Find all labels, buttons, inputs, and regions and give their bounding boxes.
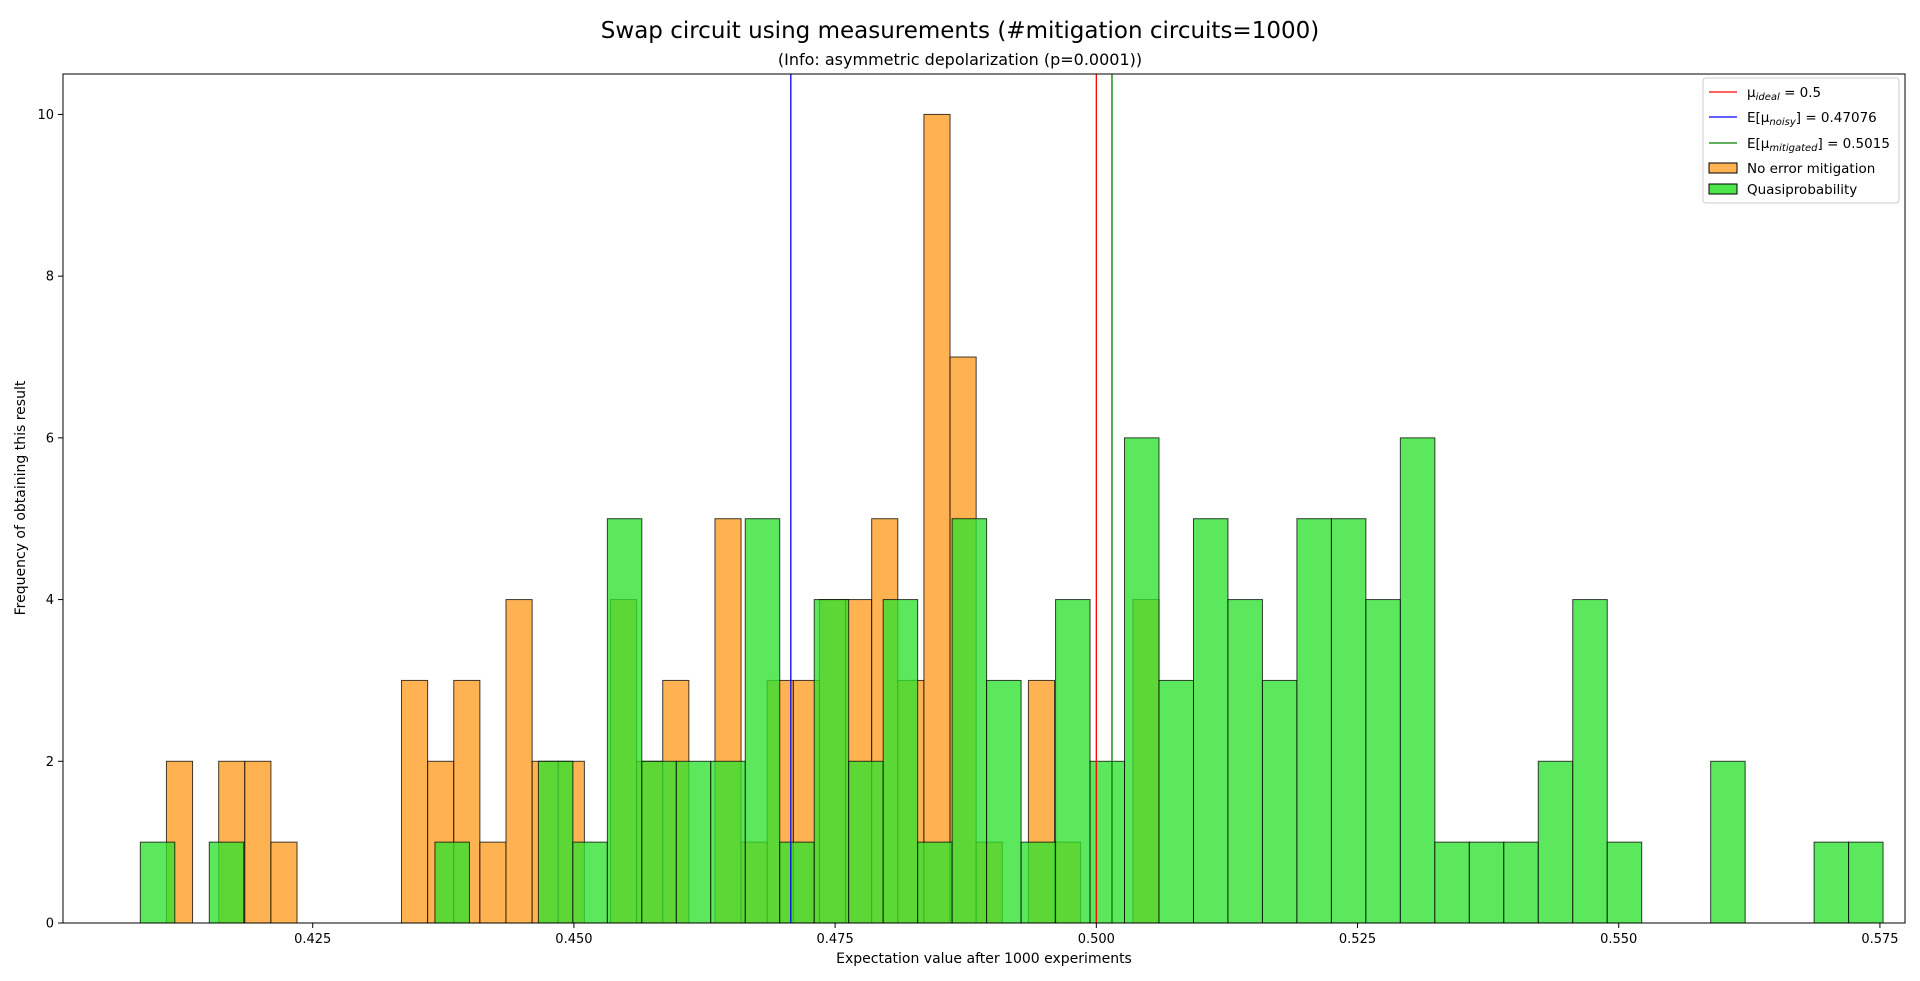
histogram-bar (1434, 841, 1470, 924)
histogram-bar (1124, 437, 1160, 924)
histogram-bar (1227, 599, 1263, 924)
x-tick-label: 0.575 (1861, 932, 1898, 947)
legend-label: μideal = 0.5 (1747, 85, 1821, 103)
y-tick-label: 4 (46, 593, 54, 608)
histogram-bar (675, 760, 712, 924)
histogram-bar (505, 599, 533, 924)
x-axis-ticks: 0.425 0.450 0.475 0.500 0.525 0.550 0.575 (294, 923, 1899, 947)
histogram-bar (1330, 518, 1367, 924)
histogram-bar (1158, 679, 1194, 924)
histogram-bar (917, 841, 953, 924)
histogram-bar (1710, 760, 1746, 924)
reference-lines (790, 74, 1113, 923)
y-axis-ticks: 0 2 4 6 8 10 (37, 108, 63, 932)
x-tick-label: 0.425 (294, 932, 331, 947)
histogram-bar (1365, 599, 1401, 924)
histogram-bar (1192, 518, 1229, 924)
histogram-bar (1572, 599, 1608, 924)
chart-subtitle: (Info: asymmetric depolarization (p=0.00… (778, 50, 1142, 69)
legend-label: E[μnoisy] = 0.47076 (1747, 110, 1877, 128)
x-tick-label: 0.525 (1339, 932, 1376, 947)
y-tick-label: 0 (46, 917, 54, 932)
chart-title: Swap circuit using measurements (#mitiga… (601, 18, 1319, 44)
histogram-bar (479, 841, 507, 924)
histogram-bar (744, 518, 781, 924)
y-tick-label: 2 (46, 755, 54, 770)
x-tick-label: 0.450 (555, 932, 592, 947)
histogram-bar (1848, 841, 1884, 924)
x-tick-label: 0.550 (1600, 932, 1637, 947)
histogram-bar (434, 841, 470, 924)
histogram-bar (537, 760, 574, 924)
legend-patch-swatch (1708, 162, 1738, 174)
histogram-bar (139, 841, 176, 924)
plot-frame (62, 73, 1906, 924)
histogram-bar (882, 599, 919, 924)
histogram-bar (923, 113, 951, 924)
histogram-bar (1537, 760, 1574, 924)
histogram-bar (710, 760, 746, 924)
legend-label: No error mitigation (1747, 161, 1875, 177)
histogram-bar (813, 599, 850, 924)
legend: μideal = 0.5 E[μnoisy] = 0.47076 E[μmitiga… (1702, 77, 1900, 204)
x-tick-label: 0.475 (817, 932, 854, 947)
histogram-bar (244, 760, 272, 924)
histogram-bar (1020, 841, 1057, 924)
x-axis-label: Expectation value after 1000 experiments (836, 951, 1132, 967)
histogram-bar (951, 518, 988, 924)
histogram-bar (572, 841, 608, 924)
y-tick-label: 10 (37, 108, 54, 123)
histogram-bar (1606, 841, 1643, 924)
histogram-bar (208, 841, 245, 924)
histogram-bar (1468, 841, 1505, 924)
legend-patch-swatch (1708, 183, 1738, 195)
legend-box (1702, 77, 1900, 204)
histogram-bar (641, 760, 677, 924)
histogram-bar (1813, 841, 1850, 924)
histogram-bar (848, 760, 884, 924)
x-tick-label: 0.500 (1078, 932, 1115, 947)
histogram-bar (986, 679, 1022, 924)
histogram-bar (1089, 760, 1126, 924)
histogram-bar (1055, 599, 1091, 924)
legend-label: Quasiprobability (1747, 182, 1857, 198)
histogram-bar (779, 841, 815, 924)
histogram-bar (1296, 518, 1332, 924)
histogram-bar (270, 841, 298, 924)
histogram-bar (606, 518, 643, 924)
histogram-bar (401, 679, 429, 924)
series-quasiprobability (139, 437, 1884, 924)
y-axis-label: Frequency of obtaining this result (13, 380, 29, 615)
histogram-bar (1503, 841, 1539, 924)
legend-label: E[μmitigated] = 0.5015 (1747, 136, 1890, 154)
histogram-bar (1261, 679, 1298, 924)
y-tick-label: 8 (46, 270, 54, 285)
y-tick-label: 6 (46, 431, 54, 446)
histogram-bar (1399, 437, 1436, 924)
